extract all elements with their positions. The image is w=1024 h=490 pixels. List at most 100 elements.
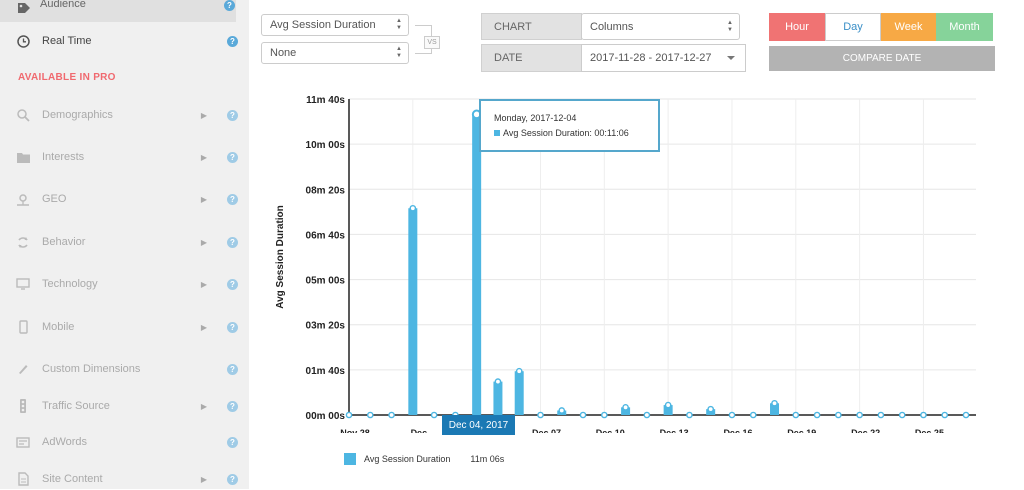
sidebar-item-interests[interactable]: Interests ▶ ? (16, 146, 238, 168)
period-month-button[interactable]: Month (936, 13, 993, 41)
sidebar: Audience ? Real Time ? AVAILABLE IN PRO … (0, 0, 249, 489)
chart-bar (472, 114, 482, 415)
x-axis-highlight-label: Dec 04, 2017 (442, 415, 515, 435)
expand-arrow-icon[interactable]: ▶ (200, 279, 208, 289)
data-point (728, 411, 736, 419)
help-icon[interactable]: ? (227, 436, 238, 448)
chart-legend[interactable]: Avg Session Duration 11m 06s (344, 453, 504, 465)
y-tick-label: 06m 40s (306, 230, 346, 241)
data-point (537, 411, 544, 419)
date-label: DATE (481, 44, 582, 72)
sidebar-item-label: Demographics (42, 109, 113, 121)
mobile-icon (16, 320, 30, 334)
y-tick-label: 01m 40s (306, 366, 346, 377)
x-tick-label: Nov 28 (340, 428, 370, 433)
help-icon[interactable]: ? (227, 193, 238, 205)
tag-icon (18, 0, 30, 18)
data-point (835, 411, 842, 419)
sidebar-item-custom-dimensions[interactable]: Custom Dimensions ? (16, 358, 238, 380)
sidebar-item-label: GEO (42, 193, 67, 205)
select-arrows-icon: ▲ ▼ (396, 18, 402, 31)
sidebar-item-label: Interests (42, 151, 85, 163)
x-tick-label: Dec (411, 428, 428, 433)
sidebar-item-adwords[interactable]: AdWords ? (16, 431, 238, 453)
sidebar-item-label: Mobile (42, 321, 75, 333)
data-point (558, 407, 566, 414)
chart-bar (621, 407, 631, 415)
data-point (601, 411, 608, 419)
chart-bar (514, 371, 524, 415)
vs-badge: VS (424, 36, 440, 49)
select-arrows-icon: ▲ ▼ (727, 20, 733, 33)
help-icon[interactable]: ? (227, 321, 238, 333)
help-icon[interactable]: ? (224, 0, 235, 11)
expand-arrow-icon[interactable]: ▶ (200, 110, 208, 120)
y-tick-label: 11m 40s (306, 95, 345, 106)
sidebar-item-geo[interactable]: GEO ▶ ? (16, 188, 238, 210)
sidebar-item-label: AdWords (42, 436, 88, 448)
help-icon[interactable]: ? (227, 473, 238, 485)
sidebar-item-mobile[interactable]: Mobile ▶ ? (16, 316, 238, 338)
chart-tooltip: Monday, 2017-12-04 Avg Session Duration:… (479, 99, 660, 152)
data-point (877, 411, 885, 419)
x-tick-label: Dec 19 (787, 428, 816, 433)
legend-series-value: 11m 06s (470, 454, 505, 464)
y-tick-label: 08m 20s (306, 185, 346, 196)
sidebar-item-label: Audience (40, 0, 86, 10)
y-tick-label: 00m 00s (306, 411, 346, 422)
x-tick-label: Dec 22 (851, 428, 880, 433)
chart-bar (770, 403, 780, 415)
legend-series-name: Avg Session Duration (364, 454, 451, 464)
sidebar-item-traffic-source[interactable]: Traffic Source ▶ ? (16, 395, 238, 417)
sidebar-item-site-content[interactable]: Site Content ▶ ? (16, 468, 238, 490)
help-icon[interactable]: ? (227, 35, 238, 47)
sidebar-item-label: Site Content (42, 473, 103, 485)
data-point (643, 411, 651, 419)
period-hour-button[interactable]: Hour (769, 13, 825, 41)
sidebar-item-technology[interactable]: Technology ▶ ? (16, 273, 238, 295)
sidebar-item-behavior[interactable]: Behavior ▶ ? (16, 231, 238, 253)
data-point (856, 411, 863, 419)
expand-arrow-icon[interactable]: ▶ (200, 322, 208, 332)
clock-icon (16, 34, 30, 48)
expand-arrow-icon[interactable]: ▶ (200, 474, 208, 484)
help-icon[interactable]: ? (227, 278, 238, 290)
compare-date-button[interactable]: COMPARE DATE (769, 46, 995, 71)
period-week-button[interactable]: Week (881, 13, 936, 41)
date-range-picker[interactable]: 2017-11-28 - 2017-12-27 (581, 44, 746, 72)
metric-secondary-select[interactable]: None ▲ ▼ (261, 42, 409, 64)
help-icon[interactable]: ? (227, 151, 238, 163)
x-tick-label: Dec 13 (660, 428, 689, 433)
help-icon[interactable]: ? (227, 363, 238, 375)
help-icon[interactable]: ? (227, 236, 238, 248)
x-tick-label: Dec 07 (532, 428, 561, 433)
sidebar-item-audience[interactable]: Audience ? (0, 0, 236, 22)
y-axis-title: Avg Session Duration (275, 205, 286, 309)
sidebar-item-label: Technology (42, 278, 98, 290)
adwords-icon (16, 435, 30, 449)
chart-bar (663, 405, 673, 415)
help-icon[interactable]: ? (227, 400, 238, 412)
sidebar-item-label: Traffic Source (42, 400, 110, 412)
sidebar-item-demographics[interactable]: Demographics ▶ ? (16, 104, 238, 126)
sidebar-item-label: Behavior (42, 236, 86, 248)
data-point (515, 367, 523, 375)
chart-type-select[interactable]: Columns ▲ ▼ (581, 13, 740, 40)
geo-icon (16, 192, 30, 206)
expand-arrow-icon[interactable]: ▶ (200, 237, 208, 247)
period-day-button[interactable]: Day (825, 13, 881, 41)
document-icon (16, 472, 30, 486)
expand-arrow-icon[interactable]: ▶ (200, 152, 208, 162)
data-point (579, 411, 587, 419)
tooltip-series-row: Avg Session Duration: 00:11:06 (494, 128, 629, 138)
x-tick-label: Dec 10 (596, 428, 625, 433)
expand-arrow-icon[interactable]: ▶ (200, 194, 208, 204)
data-point (430, 411, 438, 419)
vs-bracket-bottom (415, 49, 432, 54)
monitor-icon (16, 277, 30, 291)
pro-section-header: AVAILABLE IN PRO (18, 72, 116, 83)
help-icon[interactable]: ? (227, 109, 238, 121)
sidebar-item-realtime[interactable]: Real Time ? (16, 30, 238, 52)
expand-arrow-icon[interactable]: ▶ (200, 401, 208, 411)
metric-primary-select[interactable]: Avg Session Duration ▲ ▼ (261, 14, 409, 36)
